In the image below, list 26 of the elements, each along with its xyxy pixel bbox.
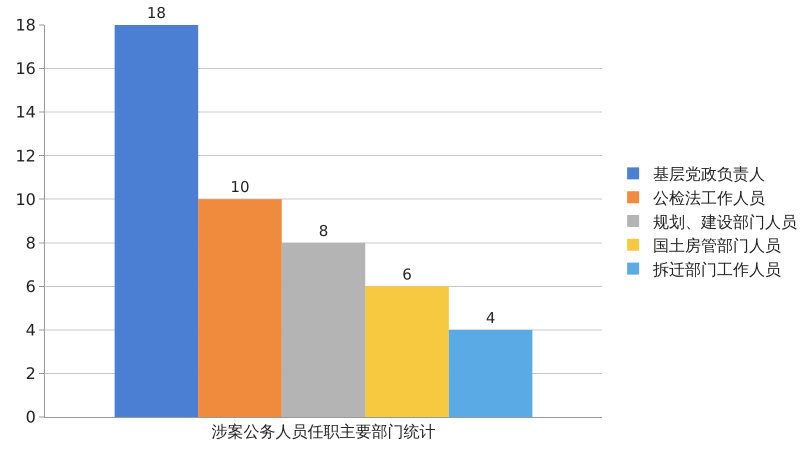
y-tick-label: 18 — [15, 16, 36, 35]
legend-label: 国土房管部门人员 — [653, 236, 782, 256]
x-tick-label: 涉案公务人员任职主要部门统计 — [212, 422, 436, 442]
y-tick-label: 12 — [15, 146, 36, 166]
bar — [114, 25, 198, 417]
legend-label: 拆迁部门工作人员 — [652, 260, 782, 279]
y-tick-label: 16 — [15, 59, 36, 78]
bar — [282, 242, 366, 417]
legend-label: 基层党政负责人 — [653, 164, 766, 184]
data-label: 6 — [402, 265, 412, 284]
y-tick-label: 10 — [15, 190, 36, 209]
data-label: 18 — [146, 4, 166, 22]
bar — [365, 286, 449, 417]
data-label: 10 — [230, 178, 250, 196]
y-tick-label: 0 — [26, 408, 36, 427]
y-tick-label: 8 — [26, 233, 36, 252]
bar — [198, 199, 282, 417]
y-tick-label: 2 — [26, 364, 36, 384]
legend-label: 公检法工作人员 — [653, 188, 766, 208]
y-tick-label: 4 — [26, 320, 36, 340]
data-label: 4 — [486, 308, 496, 327]
legend-label: 规划、建设部门人员 — [653, 212, 798, 232]
data-label: 8 — [318, 222, 328, 240]
y-tick-label: 14 — [15, 102, 36, 122]
y-tick-label: 6 — [26, 276, 36, 296]
bar — [448, 330, 532, 417]
